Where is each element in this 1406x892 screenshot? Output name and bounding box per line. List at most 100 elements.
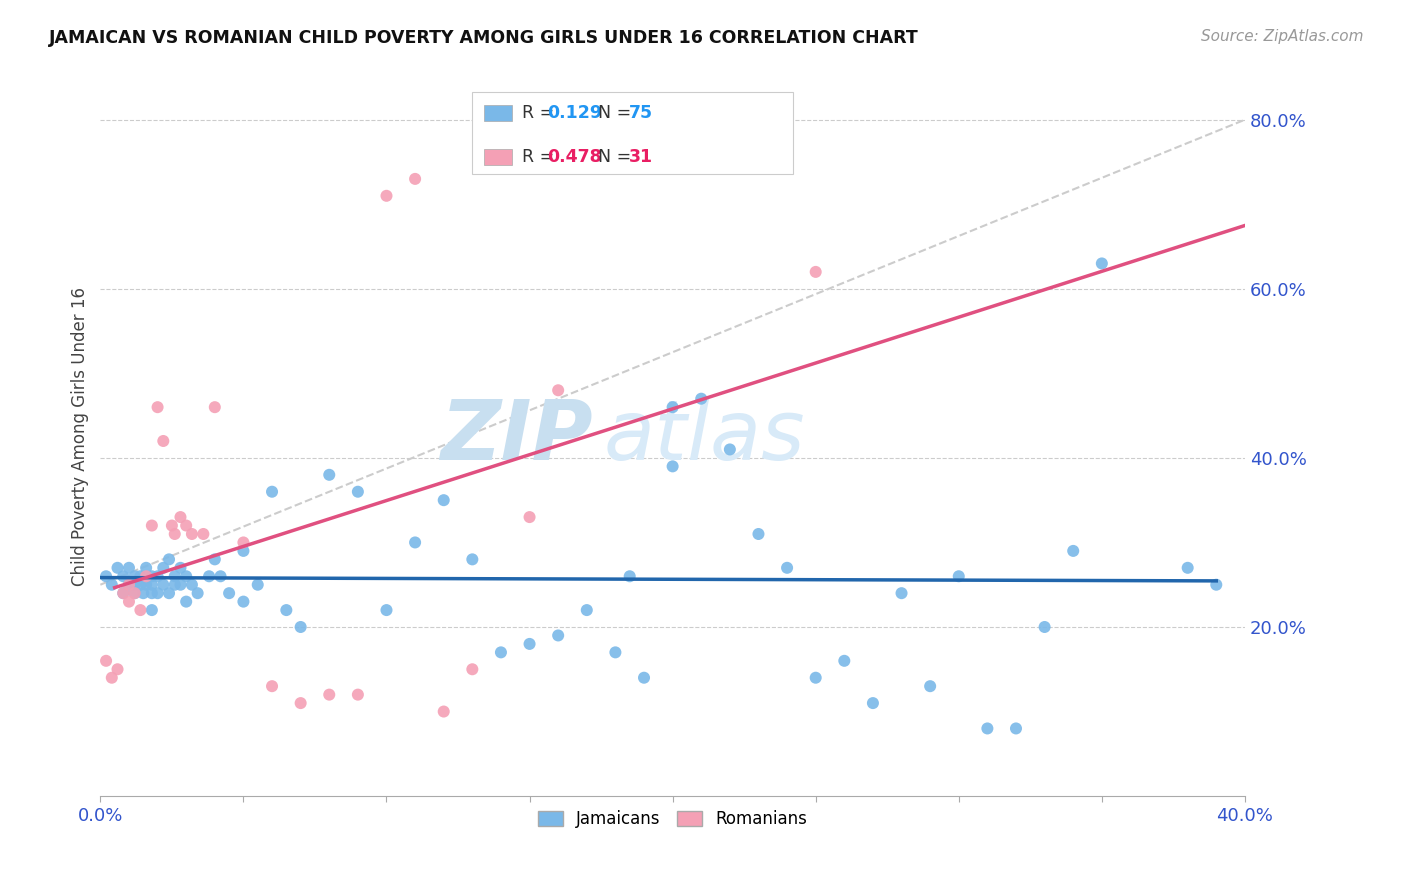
Point	[232, 594, 254, 608]
Point	[260, 484, 283, 499]
Point	[146, 569, 169, 583]
Bar	[484, 149, 512, 165]
Point	[1177, 561, 1199, 575]
Point	[112, 586, 135, 600]
Legend: Jamaicans, Romanians: Jamaicans, Romanians	[531, 803, 814, 835]
Point	[375, 189, 398, 203]
Text: 75: 75	[628, 103, 654, 121]
Point	[169, 578, 191, 592]
Point	[489, 645, 512, 659]
Point	[160, 518, 183, 533]
Point	[94, 654, 117, 668]
Point	[118, 594, 141, 608]
Point	[174, 569, 197, 583]
Point	[135, 561, 157, 575]
Point	[276, 603, 298, 617]
Point	[920, 679, 942, 693]
Point	[157, 552, 180, 566]
Point	[318, 467, 340, 482]
Point	[619, 569, 641, 583]
Point	[124, 569, 146, 583]
Point	[204, 400, 226, 414]
Point	[141, 578, 163, 592]
Point	[776, 561, 799, 575]
Point	[124, 578, 146, 592]
Point	[575, 603, 598, 617]
Point	[1005, 722, 1028, 736]
Point	[347, 688, 370, 702]
Point	[948, 569, 970, 583]
Point	[94, 569, 117, 583]
Point	[461, 662, 484, 676]
Point	[163, 527, 186, 541]
Point	[169, 510, 191, 524]
Point	[118, 561, 141, 575]
Point	[163, 578, 186, 592]
Point	[747, 527, 769, 541]
Point	[290, 696, 312, 710]
Point	[187, 586, 209, 600]
Point	[232, 535, 254, 549]
Point	[433, 705, 456, 719]
Text: JAMAICAN VS ROMANIAN CHILD POVERTY AMONG GIRLS UNDER 16 CORRELATION CHART: JAMAICAN VS ROMANIAN CHILD POVERTY AMONG…	[49, 29, 920, 46]
Point	[141, 603, 163, 617]
Point	[152, 561, 174, 575]
Point	[163, 569, 186, 583]
Point	[180, 578, 202, 592]
Point	[232, 544, 254, 558]
Point	[180, 527, 202, 541]
Point	[1033, 620, 1056, 634]
Point	[112, 569, 135, 583]
Point	[804, 265, 827, 279]
Point	[834, 654, 856, 668]
Point	[129, 603, 152, 617]
Point	[146, 586, 169, 600]
Point	[152, 434, 174, 448]
Point	[118, 578, 141, 592]
Point	[318, 688, 340, 702]
Text: N =: N =	[586, 148, 637, 166]
Point	[976, 722, 998, 736]
Point	[101, 671, 124, 685]
Point	[204, 552, 226, 566]
Text: atlas: atlas	[605, 396, 806, 477]
Point	[218, 586, 240, 600]
Point	[547, 384, 569, 398]
Point	[519, 637, 541, 651]
Y-axis label: Child Poverty Among Girls Under 16: Child Poverty Among Girls Under 16	[72, 287, 89, 586]
Point	[129, 578, 152, 592]
Point	[107, 662, 129, 676]
Point	[209, 569, 232, 583]
Point	[129, 569, 152, 583]
Point	[290, 620, 312, 634]
Point	[135, 578, 157, 592]
Point	[146, 400, 169, 414]
Point	[174, 518, 197, 533]
Point	[260, 679, 283, 693]
Point	[246, 578, 269, 592]
Point	[157, 586, 180, 600]
Text: R =: R =	[522, 103, 560, 121]
Point	[433, 493, 456, 508]
Point	[141, 569, 163, 583]
Point	[605, 645, 627, 659]
Point	[141, 586, 163, 600]
Point	[107, 561, 129, 575]
Point	[633, 671, 655, 685]
Point	[118, 578, 141, 592]
Point	[101, 578, 124, 592]
Bar	[484, 104, 512, 120]
Point	[519, 510, 541, 524]
Point	[547, 628, 569, 642]
Point	[1205, 578, 1227, 592]
Point	[661, 400, 683, 414]
Point	[1062, 544, 1084, 558]
Point	[404, 535, 426, 549]
Text: ZIP: ZIP	[440, 396, 592, 477]
Text: 31: 31	[628, 148, 654, 166]
Point	[690, 392, 713, 406]
Point	[152, 578, 174, 592]
Point	[193, 527, 215, 541]
Point	[124, 586, 146, 600]
Point	[461, 552, 484, 566]
